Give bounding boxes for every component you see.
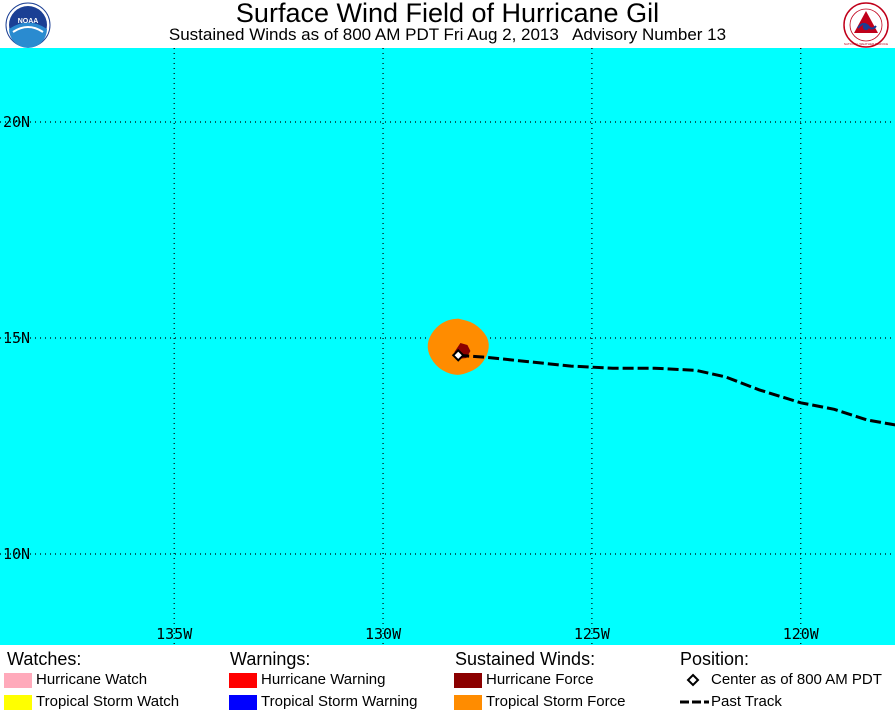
hurricane-warning-swatch	[229, 673, 257, 688]
legend-label: Hurricane Force	[486, 671, 594, 688]
diamond-icon	[686, 673, 700, 687]
longitude-tick-label: 120W	[783, 625, 820, 643]
longitude-tick-label: 125W	[574, 625, 611, 643]
latitude-tick-label: 15N	[3, 329, 30, 347]
axis-tick-labels: 135W 130W 125W 120W 20N 15N 10N	[3, 113, 820, 643]
tropical-storm-force-swatch	[454, 695, 482, 710]
legend-label: Center as of 800 AM PDT	[711, 671, 882, 688]
sustained-winds-heading: Sustained Winds:	[455, 649, 596, 669]
legend-label: Past Track	[711, 693, 782, 710]
legend-label: Tropical Storm Warning	[261, 693, 418, 710]
header: NOAA Surface Wind Field of Hurricane Gil…	[0, 0, 895, 48]
wind-field-map: 135W 130W 125W 120W 20N 15N 10N	[0, 48, 895, 645]
latitude-tick-label: 20N	[3, 113, 30, 131]
nws-logo-text: NATIONAL WEATHER SERVICE	[844, 42, 888, 46]
dashed-line-icon	[680, 700, 709, 704]
latitude-tick-label: 10N	[3, 545, 30, 563]
noaa-logo-text: NOAA	[18, 18, 39, 25]
lat-lon-grid	[0, 48, 895, 645]
legend-label: Tropical Storm Watch	[36, 693, 180, 710]
noaa-logo: NOAA	[5, 2, 51, 48]
longitude-tick-label: 130W	[365, 625, 402, 643]
legend: Watches: Hurricane Watch Tropical Storm …	[0, 645, 895, 716]
position-heading: Position:	[680, 649, 750, 669]
legend-label: Tropical Storm Force	[486, 693, 626, 710]
map-subtitle: Sustained Winds as of 800 AM PDT Fri Aug…	[168, 25, 727, 44]
watches-heading: Watches:	[7, 649, 82, 669]
hurricane-force-swatch	[454, 673, 482, 688]
hurricane-watch-swatch	[4, 673, 32, 688]
longitude-tick-label: 135W	[156, 625, 193, 643]
legend-label: Hurricane Watch	[36, 671, 148, 688]
nws-logo: NATIONAL WEATHER SERVICE	[843, 2, 889, 48]
tropical-storm-warning-swatch	[229, 695, 257, 710]
tropical-storm-watch-swatch	[4, 695, 32, 710]
past-track-line	[458, 353, 895, 427]
warnings-heading: Warnings:	[230, 649, 311, 669]
legend-label: Hurricane Warning	[261, 671, 386, 688]
map-title: Surface Wind Field of Hurricane Gil	[235, 0, 660, 28]
storm-center-diamond-icon	[451, 348, 465, 362]
